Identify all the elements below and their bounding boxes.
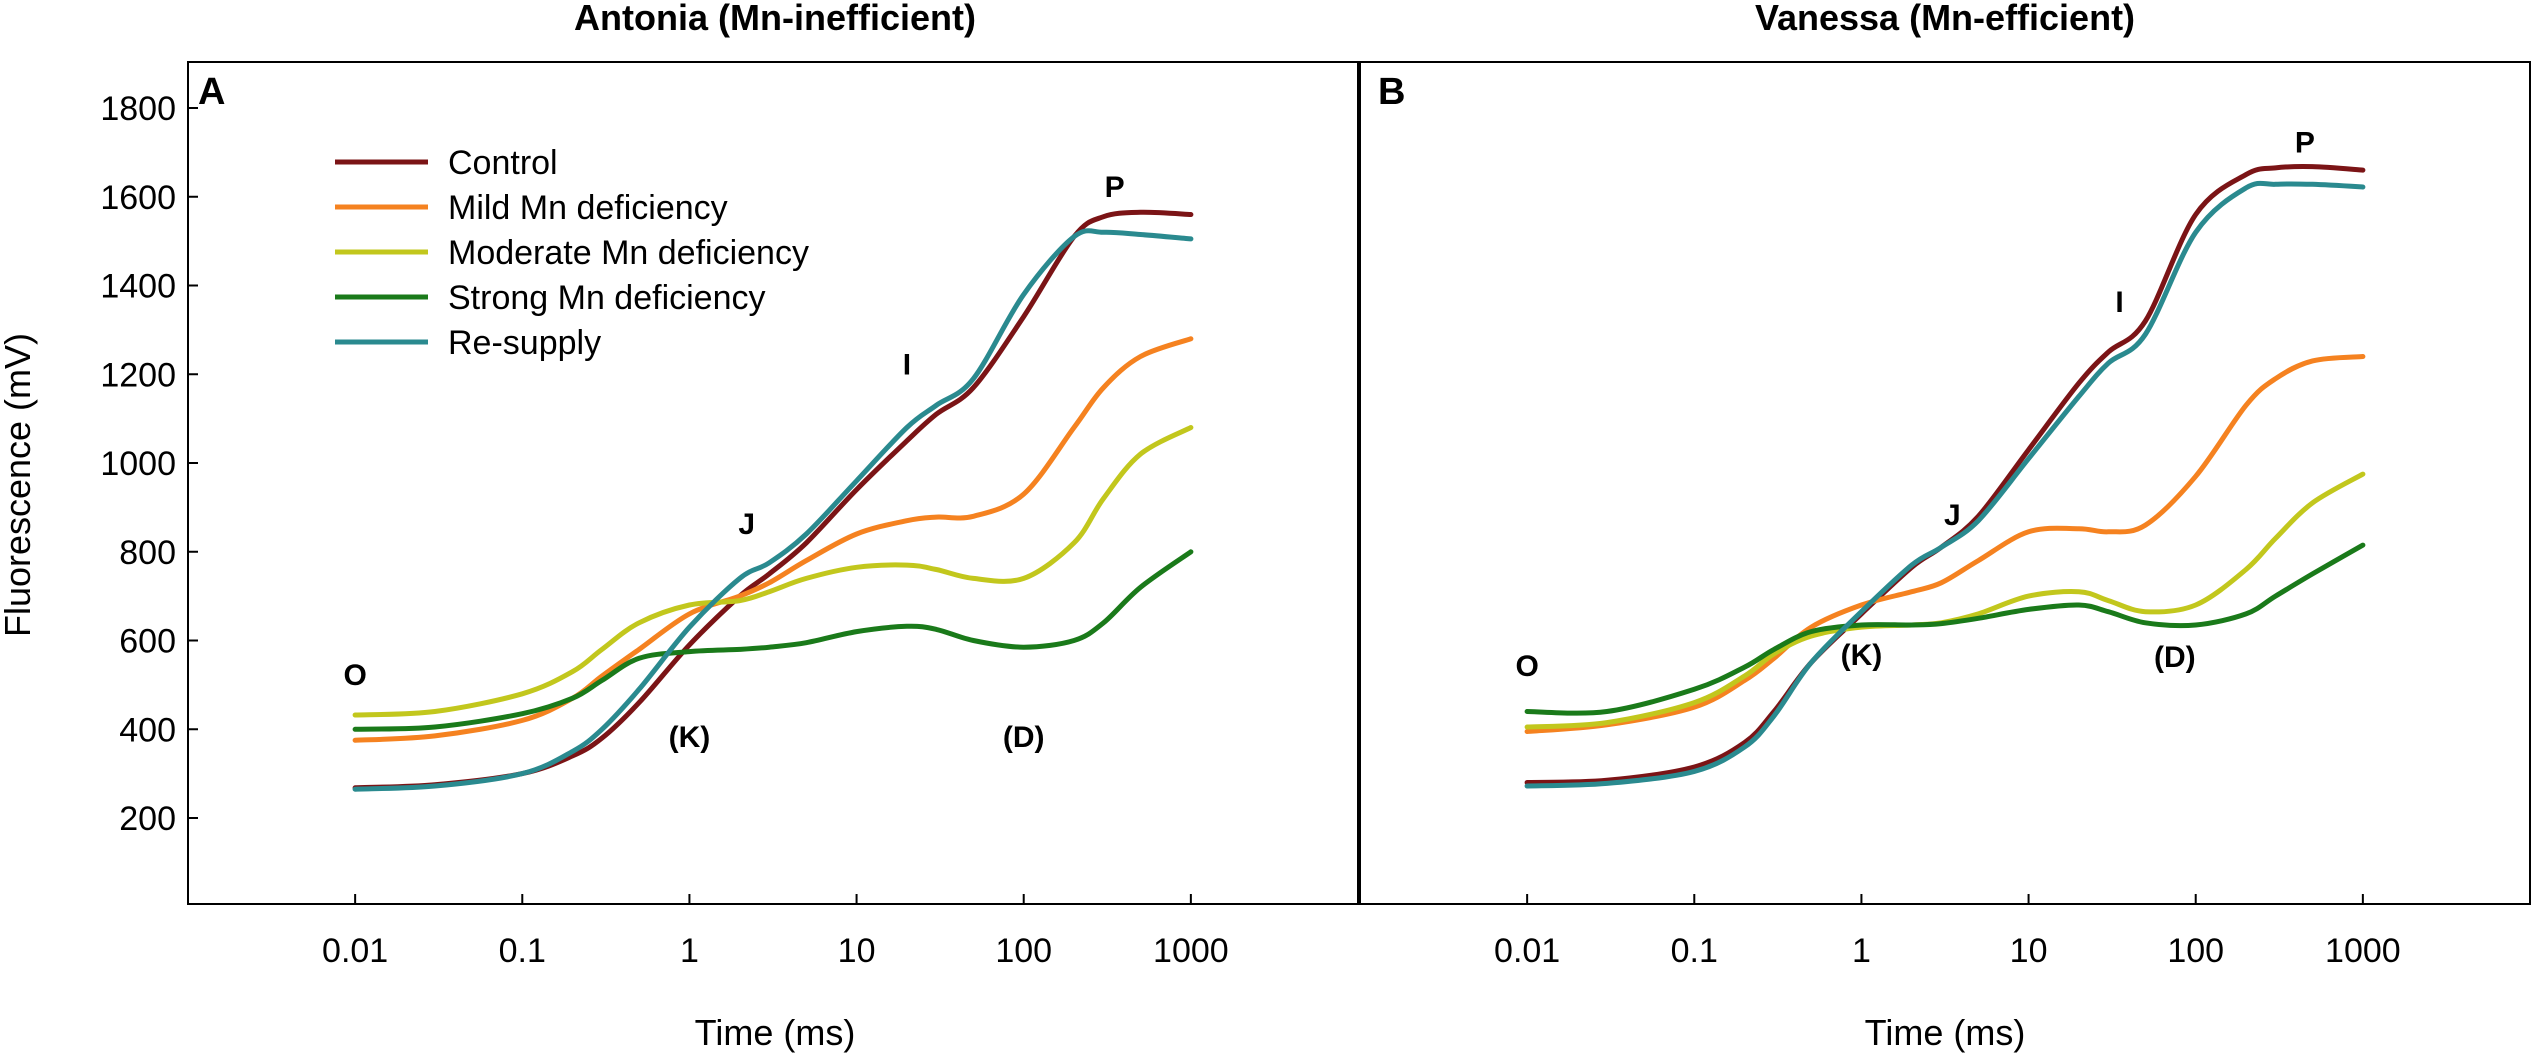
annotation-label: (D) [2154, 641, 2196, 674]
y-tick-label: 400 [119, 711, 176, 749]
x-ticks-a: 0.01 0.1 1 10 100 1000 [322, 894, 1229, 970]
series-line-re-supply [352, 228, 1194, 792]
y-tick-label: 1200 [100, 356, 176, 394]
plot-frame-b [1359, 61, 2531, 905]
x-tick-label: 1000 [2325, 932, 2401, 970]
x-tick-label: 1 [1852, 932, 1871, 970]
annotations-b: O (K) J I (D) P [1515, 126, 2314, 683]
x-tick-label: 0.01 [322, 932, 388, 970]
legend-label: Mild Mn deficiency [448, 189, 728, 227]
series-line-mild-mn-deficiency [1524, 354, 2366, 734]
series-line-strong-mn-deficiency [352, 549, 1194, 732]
series-lines-b [1524, 163, 2366, 789]
x-tick-label: 0.1 [499, 932, 546, 970]
x-tick-label: 100 [2167, 932, 2224, 970]
plot-frame-a [187, 61, 1359, 905]
annotation-label: (D) [1003, 721, 1045, 754]
y-axis-label: Fluorescence (mV) [0, 333, 38, 637]
y-tick-label: 200 [119, 800, 176, 838]
series-line-control [1524, 163, 2366, 785]
panel-title-a: Antonia (Mn-inefficient) [574, 0, 976, 38]
annotation-label: (K) [669, 721, 711, 754]
annotation-label: P [2295, 126, 2315, 159]
annotation-label: O [1515, 650, 1538, 683]
legend-label: Moderate Mn deficiency [448, 234, 809, 272]
y-tick-label: 800 [119, 534, 176, 572]
series-lines-a [352, 209, 1194, 792]
y-tick-label: 1800 [100, 90, 176, 128]
annotation-label: J [738, 508, 755, 541]
series-line-mild-mn-deficiency [352, 336, 1194, 743]
annotation-label: P [1105, 171, 1125, 204]
annotation-label: O [343, 659, 366, 692]
x-tick-label: 100 [995, 932, 1052, 970]
annotation-label: I [903, 348, 911, 381]
x-tick-label: 1000 [1153, 932, 1229, 970]
series-line-strong-mn-deficiency [1524, 542, 2366, 716]
panel-b: Vanessa (Mn-efficient) B Time (ms) 0.01 0… [1359, 0, 2531, 1053]
series-line-moderate-mn-deficiency [352, 425, 1194, 718]
annotation-label: I [2115, 286, 2123, 319]
annotation-label: (K) [1841, 639, 1883, 672]
panel-title-b: Vanessa (Mn-efficient) [1755, 0, 2135, 38]
legend-label: Re-supply [448, 324, 601, 362]
x-tick-label: 1 [680, 932, 699, 970]
x-tick-label: 0.01 [1494, 932, 1560, 970]
x-tick-label: 10 [838, 932, 876, 970]
legend-label: Control [448, 144, 558, 182]
y-tick-label: 1600 [100, 179, 176, 217]
y-tick-label: 600 [119, 623, 176, 661]
panel-a: Antonia (Mn-inefficient) A Time (ms) 200… [100, 0, 1359, 1053]
annotation-label: J [1944, 499, 1961, 532]
annotations-a: O (K) J I (D) P [343, 171, 1124, 754]
series-line-re-supply [1524, 180, 2366, 789]
y-tick-label: 1000 [100, 445, 176, 483]
x-axis-label-b: Time (ms) [1865, 1012, 2026, 1053]
y-ticks-a: 200 400 600 800 1000 1200 1400 1600 1800 [100, 90, 198, 838]
legend: Control Mild Mn deficiency Moderate Mn def… [335, 144, 809, 362]
series-line-moderate-mn-deficiency [1524, 471, 2366, 730]
x-tick-label: 10 [2010, 932, 2048, 970]
x-tick-label: 0.1 [1671, 932, 1718, 970]
legend-label: Strong Mn deficiency [448, 279, 766, 317]
panel-label-a: A [198, 71, 225, 113]
x-ticks-b: 0.01 0.1 1 10 100 1000 [1494, 894, 2401, 970]
x-axis-label-a: Time (ms) [695, 1012, 856, 1053]
y-tick-label: 1400 [100, 268, 176, 306]
panel-label-b: B [1378, 71, 1405, 113]
